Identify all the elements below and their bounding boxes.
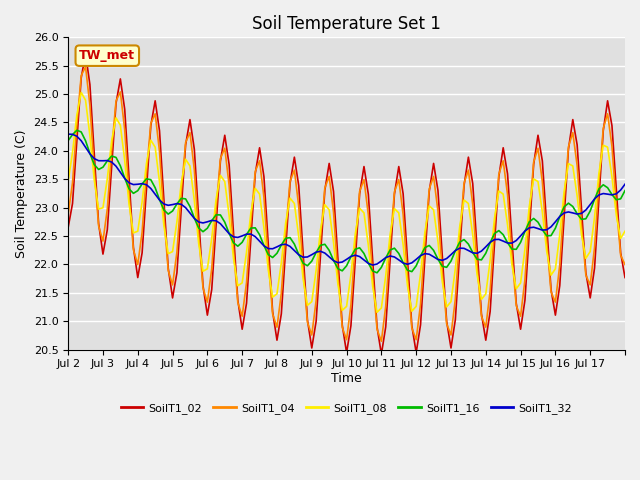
SoilT1_16 — [513, 246, 520, 252]
Line: SoilT1_04: SoilT1_04 — [68, 67, 625, 341]
SoilT1_08 — [360, 210, 368, 216]
SoilT1_02 — [404, 257, 412, 263]
Line: SoilT1_02: SoilT1_02 — [68, 54, 625, 354]
SoilT1_08 — [95, 206, 102, 212]
SoilT1_04 — [64, 212, 72, 217]
SoilT1_16 — [360, 251, 368, 256]
SoilT1_04 — [513, 303, 520, 309]
SoilT1_16 — [221, 219, 228, 225]
Line: SoilT1_08: SoilT1_08 — [68, 93, 625, 312]
SoilT1_04 — [621, 262, 629, 267]
SoilT1_08 — [621, 228, 629, 234]
Text: TW_met: TW_met — [79, 49, 135, 62]
SoilT1_02 — [82, 51, 90, 57]
SoilT1_02 — [560, 215, 568, 220]
SoilT1_02 — [513, 300, 520, 306]
SoilT1_02 — [621, 275, 629, 280]
SoilT1_08 — [373, 310, 381, 315]
SoilT1_32 — [90, 156, 98, 161]
SoilT1_04 — [404, 273, 412, 279]
Line: SoilT1_32: SoilT1_32 — [68, 134, 625, 265]
SoilT1_04 — [360, 177, 368, 182]
SoilT1_32 — [621, 181, 629, 187]
SoilT1_04 — [378, 338, 385, 344]
Title: Soil Temperature Set 1: Soil Temperature Set 1 — [252, 15, 441, 33]
SoilT1_08 — [560, 189, 568, 194]
SoilT1_32 — [356, 254, 364, 260]
SoilT1_16 — [560, 204, 568, 210]
SoilT1_08 — [77, 90, 85, 96]
SoilT1_16 — [95, 167, 102, 172]
SoilT1_02 — [64, 225, 72, 230]
SoilT1_02 — [95, 221, 102, 227]
SoilT1_02 — [221, 132, 228, 138]
X-axis label: Time: Time — [332, 372, 362, 385]
SoilT1_16 — [373, 270, 381, 276]
SoilT1_32 — [508, 240, 516, 246]
SoilT1_32 — [556, 214, 564, 219]
SoilT1_16 — [404, 267, 412, 273]
SoilT1_08 — [513, 286, 520, 292]
SoilT1_16 — [64, 138, 72, 144]
Legend: SoilT1_02, SoilT1_04, SoilT1_08, SoilT1_16, SoilT1_32: SoilT1_02, SoilT1_04, SoilT1_08, SoilT1_… — [116, 399, 577, 419]
SoilT1_04 — [82, 64, 90, 70]
SoilT1_32 — [369, 262, 376, 268]
SoilT1_32 — [216, 221, 224, 227]
SoilT1_16 — [621, 188, 629, 193]
SoilT1_02 — [360, 164, 368, 169]
SoilT1_04 — [560, 198, 568, 204]
SoilT1_32 — [399, 260, 407, 266]
SoilT1_08 — [64, 178, 72, 184]
SoilT1_08 — [221, 179, 228, 184]
SoilT1_08 — [404, 283, 412, 288]
SoilT1_16 — [73, 127, 81, 133]
Line: SoilT1_16: SoilT1_16 — [68, 130, 625, 273]
Y-axis label: Soil Temperature (C): Soil Temperature (C) — [15, 129, 28, 258]
SoilT1_02 — [378, 351, 385, 357]
SoilT1_32 — [64, 131, 72, 137]
SoilT1_04 — [95, 223, 102, 229]
SoilT1_04 — [221, 145, 228, 151]
